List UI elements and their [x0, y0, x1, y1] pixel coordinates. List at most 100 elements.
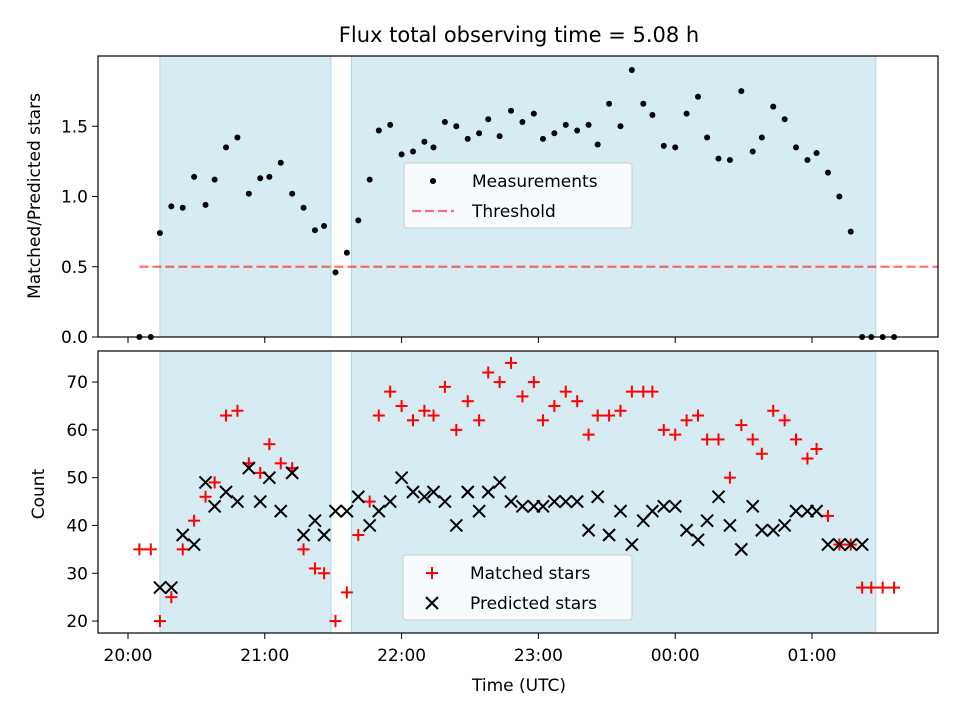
predicted-star-point: [176, 528, 190, 542]
measurement-point: [485, 116, 492, 123]
predicted-star-point: [394, 470, 409, 485]
measurement-point: [191, 173, 198, 180]
bottom-y-tick-label: 30: [66, 564, 88, 584]
predicted-star-point: [417, 490, 432, 504]
matched-star-point: [165, 591, 178, 604]
measurement-point: [606, 100, 613, 107]
measurement-point: [202, 201, 209, 208]
predicted-star-point: [777, 518, 792, 533]
predicted-star-point: [746, 499, 760, 514]
matched-star-point: [438, 380, 451, 393]
predicted-star-point: [187, 537, 201, 552]
matched-star-point: [888, 581, 901, 594]
predicted-star-point: [711, 490, 726, 504]
measurement-point: [441, 119, 448, 126]
matched-star-point: [473, 414, 486, 427]
measurement-point: [813, 149, 820, 156]
measurement-point: [574, 127, 581, 134]
matched-star-point: [133, 543, 146, 556]
matched-star-point: [372, 409, 385, 422]
measurement-point: [683, 110, 690, 117]
matched-star-point: [548, 399, 561, 412]
predicted-star-point: [547, 494, 562, 509]
measurement-point: [398, 151, 405, 158]
legend-matched-marker: [426, 567, 438, 579]
predicted-star-point: [766, 523, 780, 537]
legend-matched-label: Matched stars: [470, 564, 590, 584]
predicted-star-point: [844, 537, 858, 552]
measurement-point: [300, 204, 307, 211]
predicted-star-point: [317, 528, 331, 542]
matched-star-point: [821, 509, 834, 522]
measurement-point: [640, 100, 647, 107]
bottom-shaded-intervals: [159, 350, 877, 634]
measurement-point: [355, 217, 362, 224]
x-tick-label: 23:00: [514, 646, 563, 666]
matched-star-point: [208, 476, 221, 489]
predicted-star-point: [438, 494, 452, 509]
measurement-point: [234, 134, 241, 141]
measurement-point: [770, 103, 777, 110]
matched-star-point: [493, 376, 506, 389]
measurement-point: [476, 130, 483, 137]
measurement-point: [562, 121, 569, 128]
legend-threshold-label: Threshold: [471, 202, 556, 222]
matched-star-point: [790, 433, 803, 446]
measurement-point: [804, 156, 811, 163]
matched-star-point: [767, 404, 780, 417]
predicted-star-point: [855, 537, 869, 552]
matched-star-point: [407, 414, 419, 427]
matched-star-point: [755, 447, 768, 460]
matched-stars-points: [133, 356, 901, 628]
matched-star-point: [680, 414, 693, 427]
matched-star-point: [231, 404, 244, 417]
x-tick-label: 01:00: [788, 646, 837, 666]
matched-star-point: [482, 366, 495, 379]
measurement-point: [824, 169, 831, 176]
predicted-star-point: [426, 485, 441, 499]
predicted-star-point: [832, 537, 847, 552]
predicted-star-point: [242, 461, 256, 475]
predicted-star-point: [504, 494, 518, 509]
matched-star-point: [657, 423, 670, 436]
matched-star-point: [778, 414, 791, 427]
matched-star-point: [646, 385, 659, 398]
top-x-ticks: [127, 337, 813, 343]
x-tick-label: 20:00: [104, 646, 153, 666]
predicted-star-point: [262, 470, 277, 485]
predicted-star-point: [570, 494, 584, 509]
measurement-point: [223, 144, 230, 151]
predicted-star-point: [723, 518, 737, 533]
x-tick-label: 00:00: [651, 646, 700, 666]
measurement-point: [508, 107, 515, 114]
matched-star-point: [571, 395, 584, 408]
predicted-star-point: [164, 580, 179, 595]
predicted-star-point: [581, 523, 596, 537]
matched-star-point: [340, 586, 353, 599]
measurement-point: [530, 110, 537, 117]
matched-star-point: [582, 428, 595, 441]
matched-star-point: [450, 423, 463, 436]
measurement-point: [257, 175, 264, 182]
top-shaded-interval: [159, 55, 332, 338]
matched-star-point: [735, 419, 748, 432]
matched-star-point: [329, 615, 342, 628]
matched-star-point: [384, 385, 397, 398]
matched-star-point: [188, 514, 201, 527]
predicted-star-point: [308, 513, 322, 528]
legend-predicted-label: Predicted stars: [470, 594, 597, 614]
matched-star-point: [352, 529, 365, 542]
measurement-point: [311, 227, 318, 234]
top-y-tick-label: 0.0: [61, 328, 88, 348]
top-y-ticks: 0.0 0.5 1.0 1.5: [61, 117, 98, 348]
top-panel: 0.0 0.5 1.0 1.5 Matched/Predicted stars Mea…: [25, 55, 939, 348]
measurement-point: [410, 148, 416, 155]
matched-star-point: [876, 581, 889, 594]
measurement-point: [245, 190, 252, 197]
matched-star-point: [536, 414, 549, 427]
chart-title: Flux total observing time = 5.08 h: [339, 23, 699, 47]
matched-star-point: [701, 433, 714, 446]
measurement-point: [836, 193, 843, 200]
matched-star-point: [297, 543, 310, 556]
predicted-star-point: [285, 466, 299, 480]
